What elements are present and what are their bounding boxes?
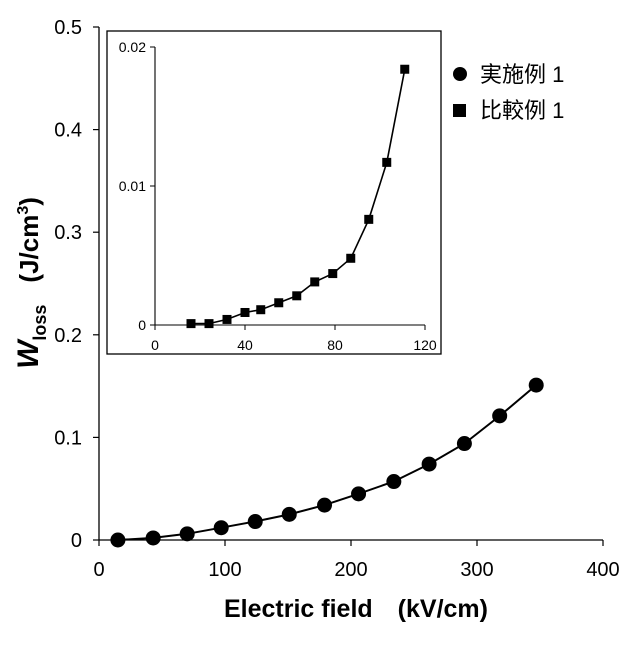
main-y-axis-label: Wloss (J/cm3) — [12, 197, 50, 369]
main-x-tick-label: 400 — [586, 559, 619, 581]
legend-circle-marker — [453, 67, 467, 81]
inset-data-point — [205, 319, 214, 328]
inset-x-tick-label: 80 — [327, 337, 343, 353]
main-data-point — [248, 514, 263, 529]
y-label-unit: (J/cm — [14, 215, 44, 283]
inset-y-tick-label: 0 — [138, 317, 146, 333]
y-label-subscript: loss — [30, 305, 50, 341]
inset-data-point — [346, 254, 355, 263]
y-label-unit-close: ) — [14, 197, 44, 206]
main-x-tick-label: 100 — [208, 559, 241, 581]
legend-label-series-1: 実施例 1 — [480, 62, 564, 87]
main-y-tick-label: 0.5 — [54, 17, 82, 39]
main-y-tick-label: 0.2 — [54, 325, 82, 347]
main-data-point — [492, 408, 507, 423]
svg-text:Wloss(J/cm3): Wloss (J/cm3) — [12, 197, 50, 369]
inset-data-point — [241, 308, 250, 317]
main-data-point — [317, 498, 332, 513]
legend-square-marker — [453, 104, 466, 117]
main-data-point — [457, 436, 472, 451]
inset-y-tick-label: 0.02 — [119, 39, 146, 55]
main-data-point — [351, 486, 366, 501]
inset-x-tick-label: 120 — [413, 337, 437, 353]
main-data-point — [180, 526, 195, 541]
inset-data-point — [310, 277, 319, 286]
main-x-tick-label: 0 — [93, 559, 104, 581]
y-label-unit-superscript: 3 — [15, 206, 32, 215]
legend-item-series-2: 比較例 1 — [453, 98, 564, 123]
inset-data-point — [400, 65, 409, 74]
main-data-point — [529, 378, 544, 393]
y-label-symbol: W — [12, 338, 45, 369]
inset-data-point — [382, 158, 391, 167]
main-data-point — [146, 530, 161, 545]
main-fit-curve — [118, 385, 536, 540]
inset-data-point — [292, 291, 301, 300]
inset-data-point — [328, 269, 337, 278]
main-y-tick-label: 0.3 — [54, 222, 82, 244]
main-x-tick-label: 300 — [460, 559, 493, 581]
main-x-tick-label: 200 — [334, 559, 367, 581]
main-y-tick-label: 0 — [71, 530, 82, 552]
inset-x-tick-label: 40 — [237, 337, 253, 353]
inset-data-point — [274, 298, 283, 307]
main-data-point — [214, 520, 229, 535]
inset-frame — [107, 31, 441, 354]
inset-x-tick-label: 0 — [151, 337, 159, 353]
main-data-point — [386, 474, 401, 489]
main-data-point — [110, 533, 125, 548]
inset-plot: 0 40 80 120 0 0.01 0.02 — [107, 31, 441, 354]
legend: 実施例 1 比較例 1 — [453, 62, 564, 123]
main-data-point — [422, 457, 437, 472]
main-x-axis-label: Electric field (kV/cm) — [224, 595, 488, 623]
inset-data-point — [187, 319, 196, 328]
inset-data-point — [256, 305, 265, 314]
main-data-point — [282, 507, 297, 522]
inset-y-tick-label: 0.01 — [119, 178, 146, 194]
legend-label-series-2: 比較例 1 — [480, 98, 564, 123]
main-y-tick-label: 0.4 — [54, 120, 82, 142]
inset-data-point — [364, 215, 373, 224]
inset-data-point — [223, 315, 232, 324]
main-y-tick-label: 0.1 — [54, 427, 82, 449]
legend-item-series-1: 実施例 1 — [453, 62, 564, 87]
